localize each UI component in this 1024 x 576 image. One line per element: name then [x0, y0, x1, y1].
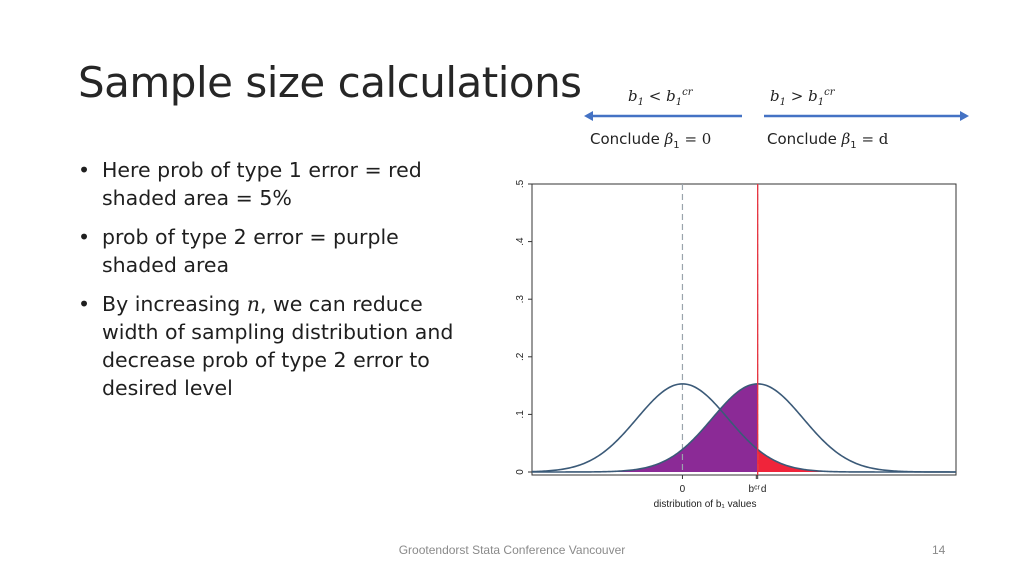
bullet-list: • Here prob of type 1 error = red shaded…: [78, 156, 478, 413]
bullet-text: Here prob of type 1 error = red shaded a…: [102, 158, 422, 210]
right-conclusion: Conclude β1 = d: [767, 130, 889, 151]
x-tick-label: d: [761, 484, 767, 495]
null-distribution-curve: [531, 383, 956, 473]
page-number: 14: [932, 543, 946, 557]
right-arrow-head: [960, 111, 969, 121]
right-decision-rule: b1 > b1cr: [770, 87, 835, 108]
sampling-distribution-chart: 0 .1 .2 .3 .4 .5 0 bᶜʳ d distribution of b₁ value…: [515, 179, 957, 510]
y-tick-label: 0: [515, 469, 526, 475]
bullet-text-pre: By increasing: [102, 292, 247, 316]
bullet-dot: •: [78, 292, 91, 316]
decision-arrows: [584, 111, 969, 121]
type2-error-area: [532, 383, 758, 472]
y-tick-label: .3: [515, 295, 526, 304]
bullet-text: prob of type 2 error = purple shaded are…: [102, 225, 399, 277]
type1-error-area: [757, 449, 956, 472]
bullet-item: • Here prob of type 1 error = red shaded…: [78, 156, 478, 212]
x-tick-label: 0: [680, 484, 686, 495]
footer-text: Grootendorst Stata Conference Vancouver: [398, 543, 626, 557]
slide-title: Sample size calculations: [78, 58, 582, 107]
y-tick-label: .1: [515, 410, 526, 419]
left-decision-rule: b1 < b1cr: [628, 87, 693, 108]
x-tick-label: bᶜʳ: [749, 484, 761, 495]
bullet-text-post: , we can reduce width of sampling distri…: [102, 292, 454, 400]
bullet-dot: •: [78, 225, 91, 249]
bullet-dot: •: [78, 158, 91, 182]
y-tick-label: .2: [515, 352, 526, 361]
bullet-math-n: n: [246, 292, 260, 316]
left-conclusion: Conclude β1 = 0: [590, 130, 712, 151]
bullet-item: • By increasing n, we can reduce width o…: [78, 290, 478, 402]
y-tick-label: .4: [515, 237, 526, 246]
alt-distribution-curve: [532, 383, 957, 473]
x-axis-label: distribution of b₁ values: [654, 499, 757, 510]
left-arrow-head: [584, 111, 593, 121]
bullet-item: • prob of type 2 error = purple shaded a…: [78, 223, 478, 279]
y-tick-label: .5: [515, 179, 526, 188]
